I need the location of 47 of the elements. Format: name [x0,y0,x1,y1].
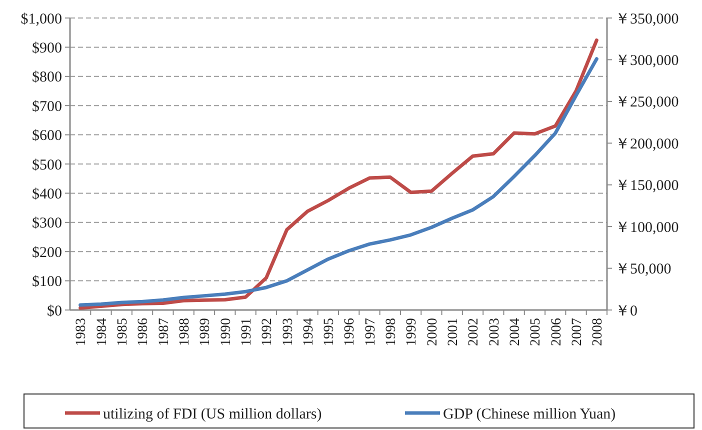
legend-label: utilizing of FDI (US million dollars) [103,406,322,422]
y2-tick-label: ￥100,000 [615,220,679,236]
y2-tick-label: ￥300,000 [615,52,679,69]
y-tick-label: $900 [32,40,62,56]
y2-tick-label: ￥200,000 [615,136,679,152]
x-tick-label: 1985 [116,318,131,346]
x-tick-label: 1989 [198,318,214,346]
x-tick-label: 2004 [508,318,523,346]
y-tick-label: $800 [32,70,62,86]
x-tick-label: 1993 [280,318,296,346]
x-tick-label: 2005 [528,318,544,346]
x-tick-label: 2000 [425,318,440,346]
x-tick-label: 1995 [322,318,338,346]
x-tick-label: 1998 [384,318,400,346]
x-tick-label: 1984 [94,318,110,346]
x-tick-label: 1990 [218,318,234,346]
y-tick-label: $700 [32,98,62,115]
x-tick-label: 2006 [549,318,564,346]
x-tick-label: 1999 [404,318,420,346]
y2-tick-label: ￥350,000 [615,11,679,28]
x-tick-label: 1992 [260,318,276,346]
x-tick-label: 2003 [487,318,502,346]
x-tick-label: 2008 [590,318,606,346]
legend-label: GDP (Chinese million Yuan) [443,406,616,422]
x-tick-label: 2002 [466,318,482,346]
y-tick-label: $500 [32,157,62,174]
x-tick-label: 1996 [342,318,358,346]
x-tick-label: 2007 [570,318,585,346]
x-tick-label: 1983 [74,318,90,346]
y-tick-label: $0 [47,303,62,320]
y-tick-label: $1,000 [20,11,62,28]
y2-tick-label: ￥250,000 [615,94,679,111]
y-tick-label: $400 [32,186,62,202]
x-tick-label: 1991 [239,318,254,346]
x-tick-label: 1988 [177,318,192,346]
x-tick-label: 2001 [446,318,461,346]
x-tick-label: 1997 [363,318,378,346]
y2-tick-label: ￥0 [615,303,638,320]
y-tick-label: $600 [32,128,62,144]
x-tick-label: 1987 [156,318,172,346]
x-tick-label: 1986 [136,318,152,346]
y-tick-label: $200 [32,244,62,261]
y2-tick-label: ￥150,000 [615,178,679,194]
y2-tick-label: ￥50,000 [615,262,672,278]
y-tick-label: $100 [32,274,62,290]
x-tick-label: 1994 [301,318,316,346]
y-tick-label: $300 [32,216,62,232]
